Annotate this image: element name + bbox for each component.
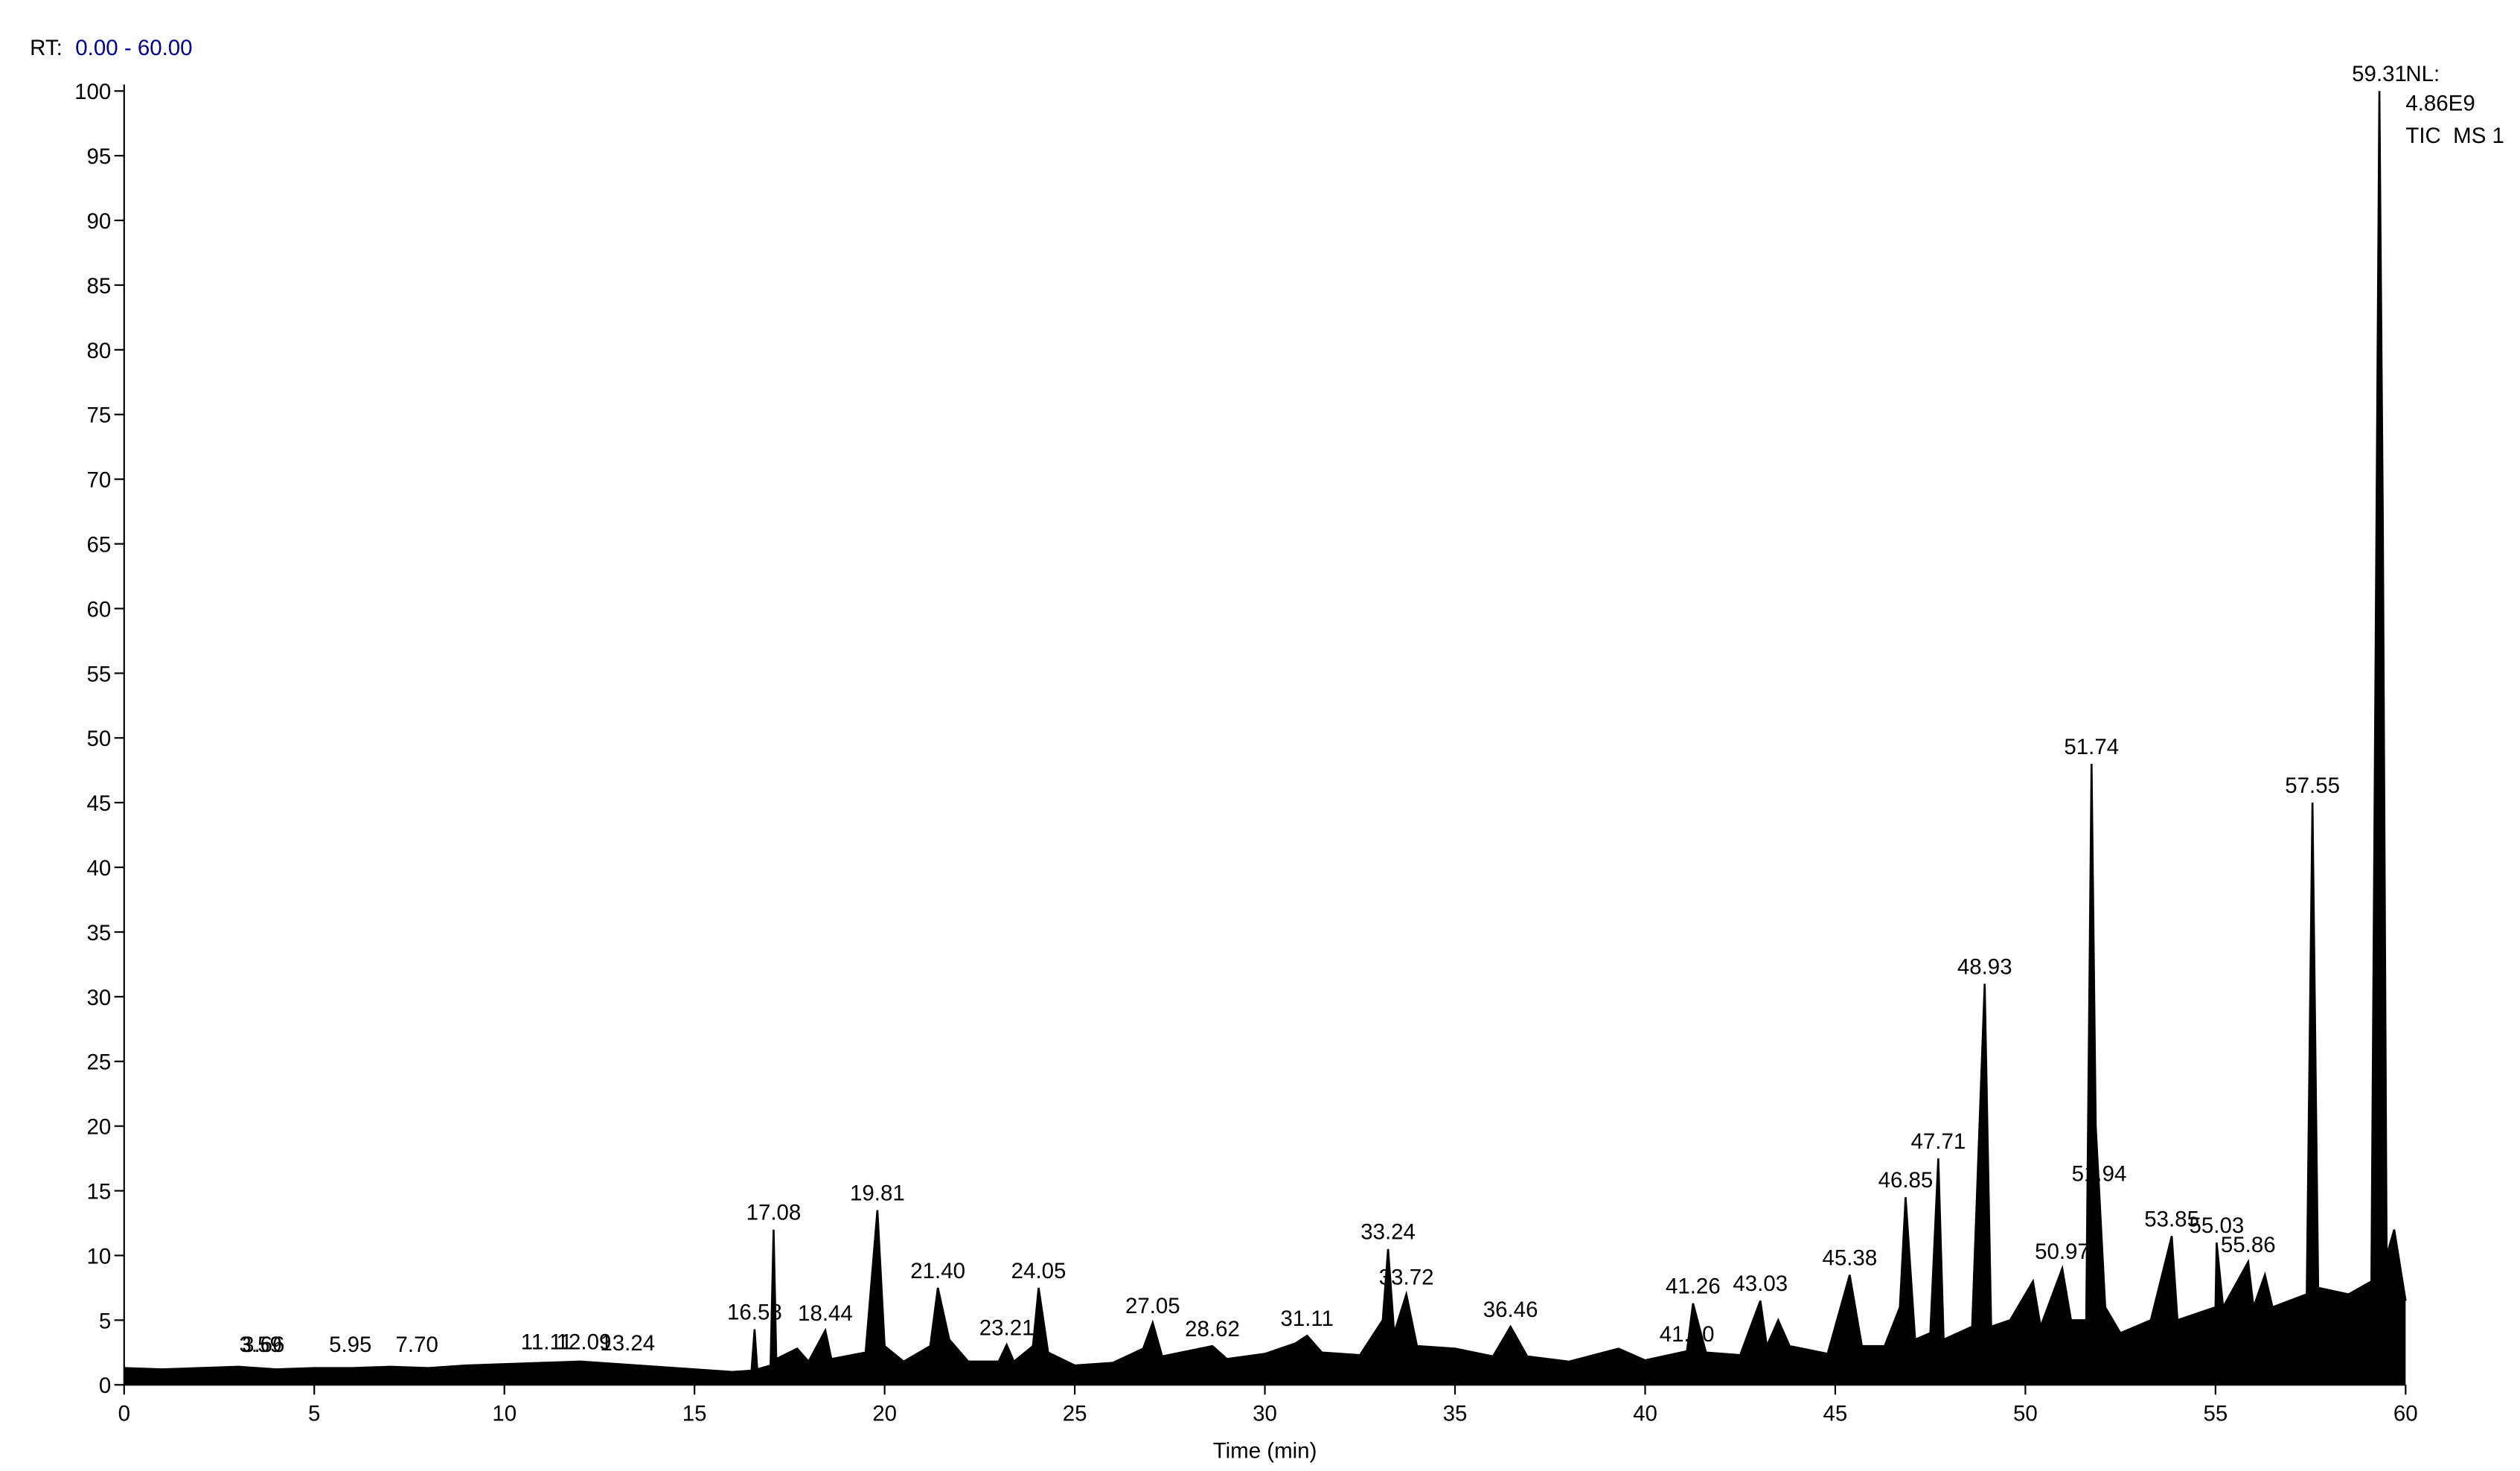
- peak-label: 51.94: [2072, 1161, 2127, 1186]
- trace: [124, 91, 2407, 1373]
- y-tick-label: 65: [87, 532, 112, 557]
- peak-label: 27.05: [1125, 1294, 1180, 1318]
- peak-label: 43.03: [1733, 1271, 1788, 1296]
- nl-value: 4.86E9: [2405, 91, 2475, 115]
- x-tick-label: 5: [308, 1401, 320, 1426]
- peak-label: 11.11: [521, 1330, 572, 1354]
- peak-label: 3.59: [240, 1333, 282, 1357]
- x-tick-label: 50: [2013, 1401, 2038, 1426]
- y-tick-label: 70: [87, 468, 112, 493]
- peak-label: 13.24: [600, 1331, 655, 1356]
- rt-range: 0.00 - 60.00: [75, 36, 192, 60]
- x-tick-label: 60: [2393, 1401, 2418, 1426]
- y-tick-label: 95: [87, 144, 112, 169]
- y-tick-label: 5: [99, 1309, 111, 1333]
- scan-filter: TIC MS 1: [2405, 124, 2504, 148]
- y-tick-label: 90: [87, 209, 112, 234]
- y-tick-label: 55: [87, 662, 112, 686]
- peak-label: 23.21: [979, 1315, 1034, 1340]
- y-tick-label: 100: [74, 80, 111, 104]
- peak-label: 24.05: [1011, 1259, 1066, 1283]
- peak-label: 31.11: [1280, 1306, 1334, 1331]
- y-tick-label: 60: [87, 597, 112, 622]
- x-tick-label: 15: [682, 1401, 707, 1426]
- y-tick-label: 30: [87, 986, 112, 1010]
- peak-label: 12.09: [557, 1330, 612, 1354]
- peak-label: 3.66: [242, 1333, 284, 1357]
- peak-label: 55.03: [2190, 1213, 2245, 1238]
- y-tick-label: 50: [87, 727, 112, 751]
- peak-label: 7.70: [396, 1333, 438, 1357]
- peak-label: 33.24: [1360, 1220, 1416, 1245]
- peak-label: 33.72: [1379, 1266, 1434, 1290]
- peak-label: 17.08: [746, 1201, 802, 1225]
- x-tick-label: 20: [872, 1401, 897, 1426]
- x-tick-label: 40: [1633, 1401, 1657, 1426]
- peak-label: 41.10: [1660, 1322, 1715, 1347]
- peak-label: 36.46: [1483, 1298, 1538, 1322]
- peak-label: 19.81: [850, 1181, 905, 1206]
- y-tick-label: 15: [87, 1179, 112, 1204]
- peak-label: 51.74: [2064, 735, 2119, 759]
- x-tick-label: 10: [492, 1401, 517, 1426]
- y-tick-label: 45: [87, 791, 112, 816]
- peak-label: 47.71: [1911, 1129, 1966, 1154]
- peak-label: 45.38: [1822, 1245, 1877, 1270]
- y-tick-label: 85: [87, 274, 112, 299]
- x-tick-label: 55: [2203, 1401, 2228, 1426]
- peak-label: 50.97: [2035, 1239, 2090, 1264]
- x-axis-label: Time (min): [1213, 1439, 1317, 1464]
- y-tick-label: 75: [87, 403, 112, 428]
- peak-label: 53.85: [2144, 1207, 2199, 1231]
- peak-label: 18.44: [798, 1301, 853, 1326]
- y-tick-label: 40: [87, 856, 112, 881]
- y-tick-label: 0: [99, 1373, 111, 1398]
- x-tick-label: 0: [118, 1401, 130, 1426]
- peak-label: 41.26: [1666, 1274, 1721, 1299]
- peak-label: 16.58: [727, 1300, 782, 1324]
- peak-label: 57.55: [2285, 773, 2340, 798]
- peak-label: 28.62: [1185, 1317, 1240, 1341]
- y-tick-label: 20: [87, 1115, 112, 1140]
- peak-label: 55.86: [2221, 1233, 2276, 1257]
- peak-label: 48.93: [1957, 954, 2012, 979]
- x-tick-label: 35: [1443, 1401, 1468, 1426]
- nl-label: NL:: [2405, 62, 2440, 86]
- peak-label: 21.40: [910, 1259, 965, 1283]
- peak-label: 59.31: [2352, 62, 2407, 86]
- y-tick-label: 10: [87, 1244, 112, 1269]
- x-tick-label: 25: [1063, 1401, 1087, 1426]
- x-tick-label: 30: [1253, 1401, 1277, 1426]
- peak-label: 5.95: [329, 1333, 371, 1357]
- y-tick-label: 80: [87, 339, 112, 363]
- y-tick-label: 25: [87, 1050, 112, 1075]
- x-tick-label: 45: [1823, 1401, 1848, 1426]
- rt-label: RT:: [30, 36, 63, 60]
- y-tick-label: 35: [87, 921, 112, 945]
- peak-label: 46.85: [1878, 1168, 1934, 1193]
